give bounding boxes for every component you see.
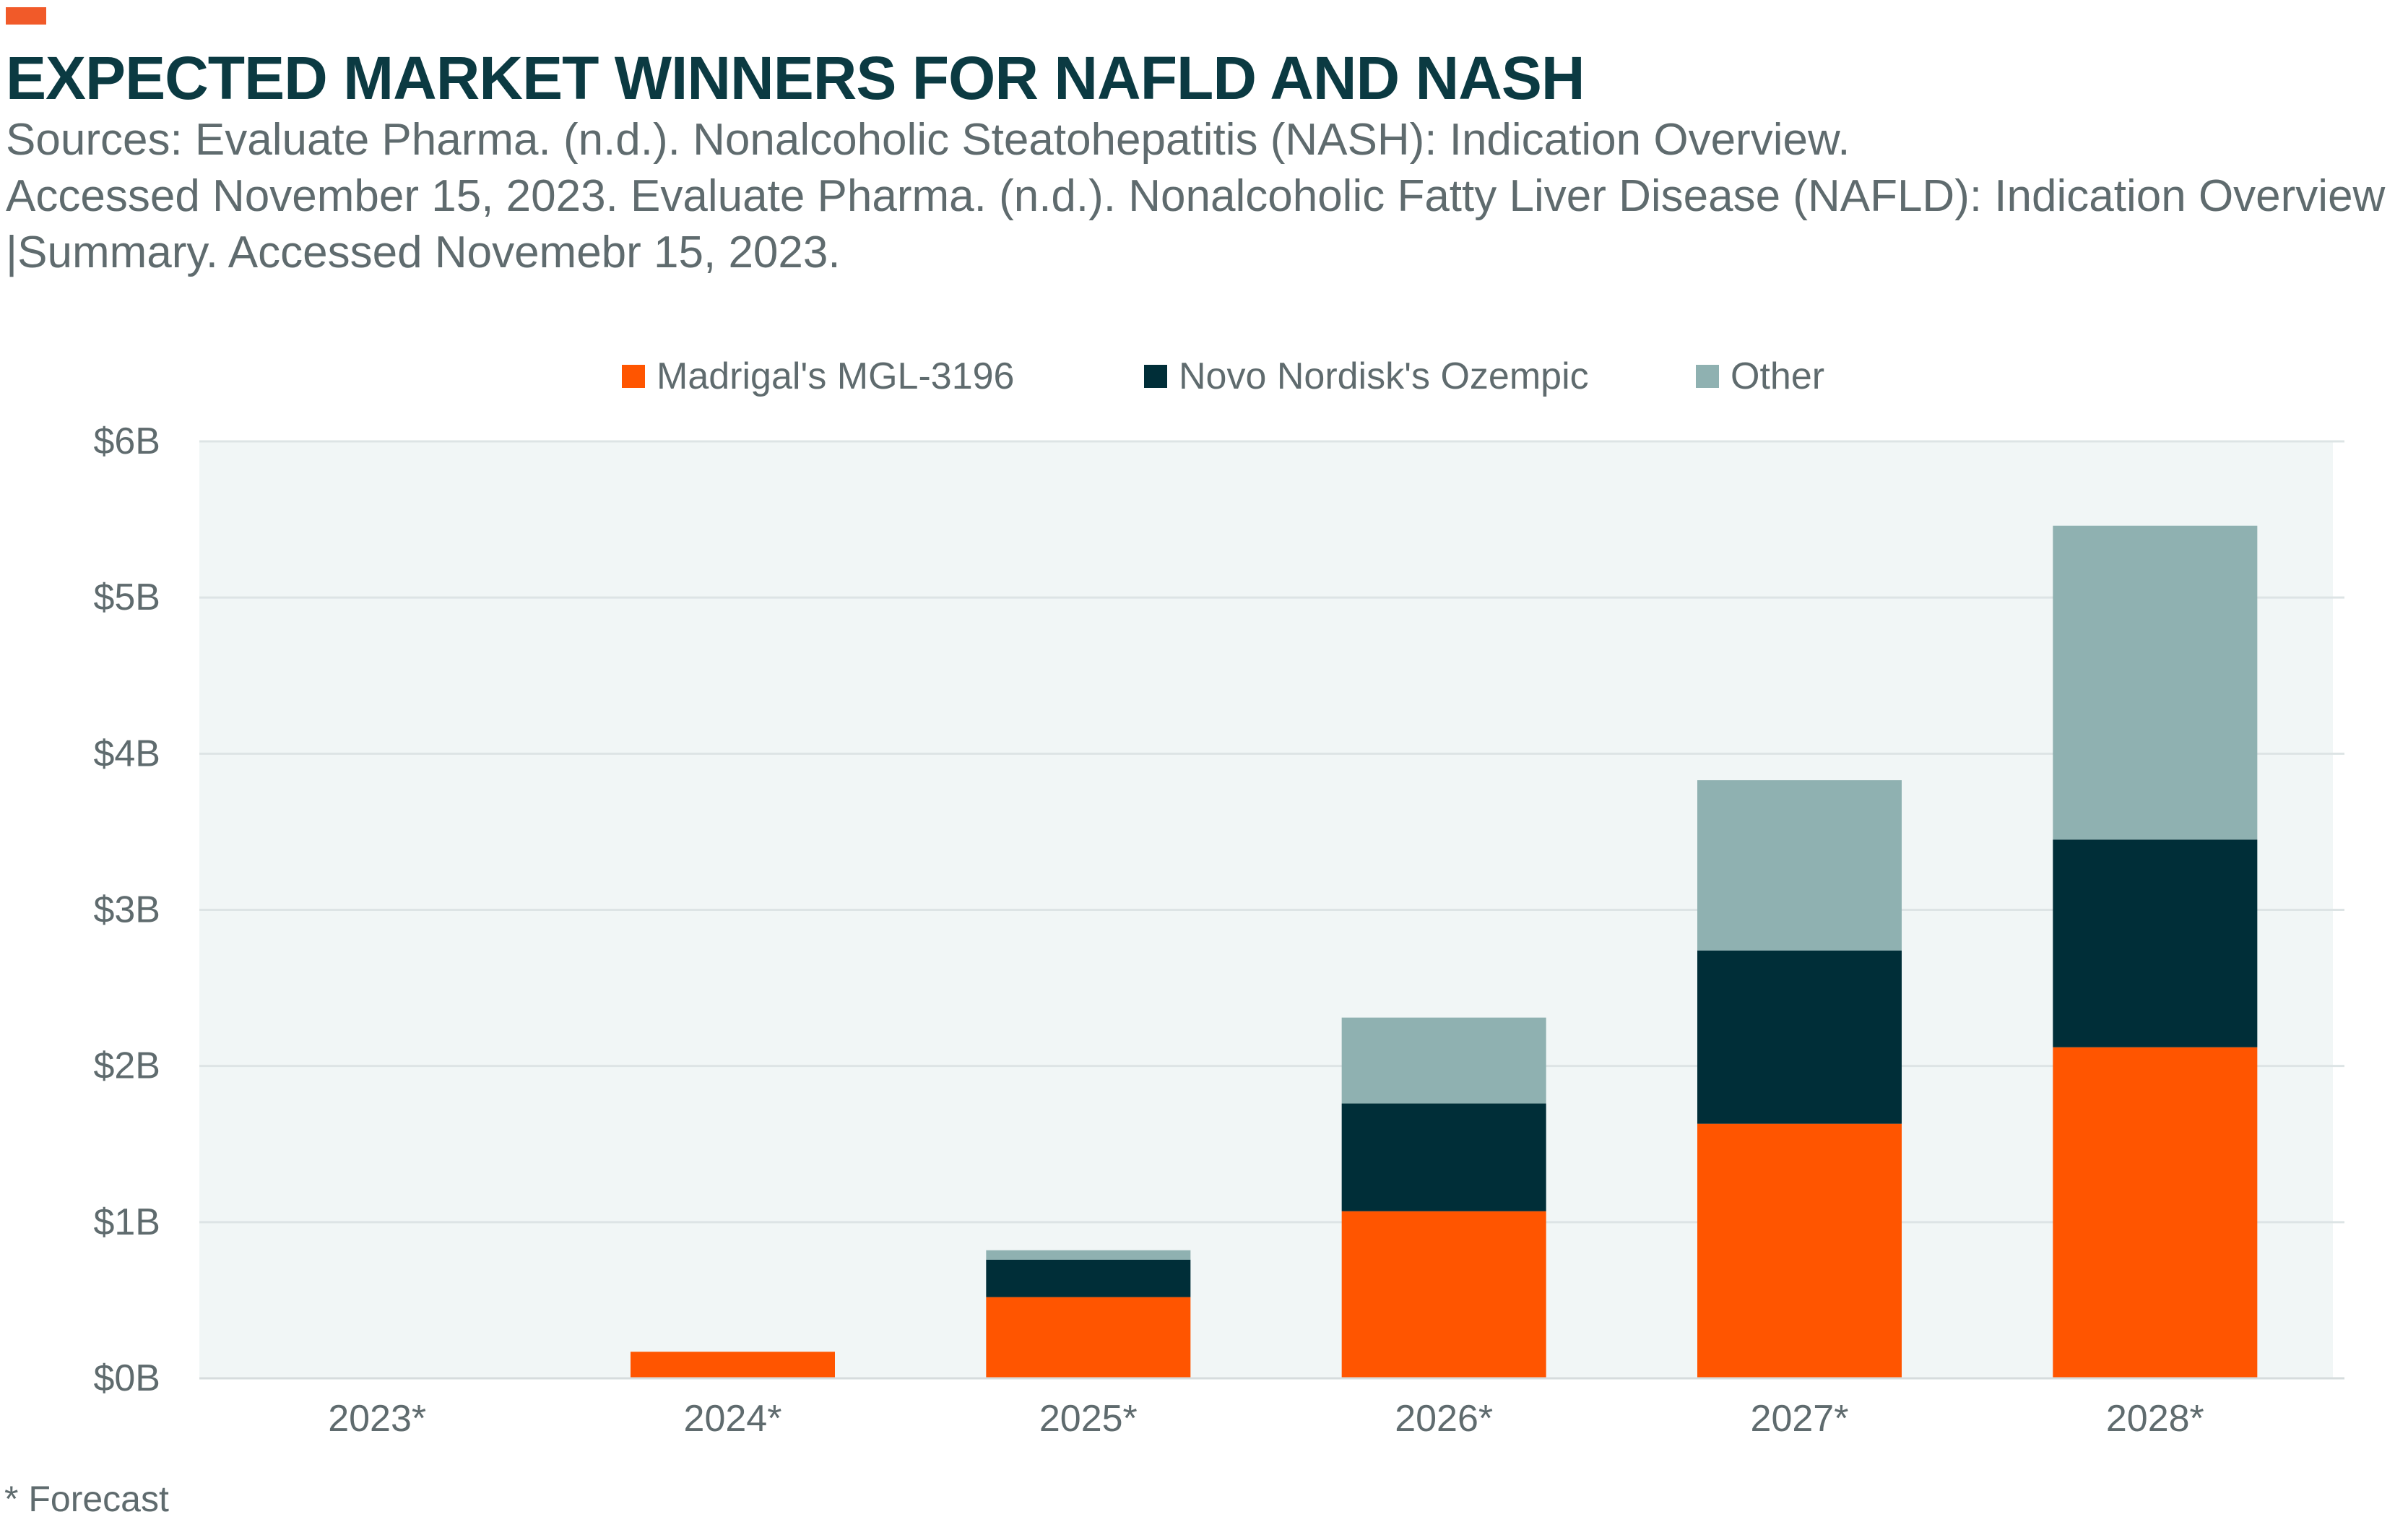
- y-tick-label: $1B: [93, 1201, 160, 1243]
- legend-label: Novo Nordisk's Ozempic: [1179, 355, 1589, 397]
- y-tick-label: $2B: [93, 1045, 160, 1087]
- chart-title: EXPECTED MARKET WINNERS FOR NAFLD AND NA…: [6, 44, 1585, 112]
- legend-swatch: [1144, 365, 1167, 388]
- y-tick-label: $4B: [93, 732, 160, 774]
- bar-segment: [1341, 1211, 1546, 1378]
- y-tick-label: $5B: [93, 576, 160, 618]
- x-tick-label: 2023*: [328, 1398, 426, 1440]
- x-tick-label: 2025*: [1039, 1398, 1138, 1440]
- subtitle-line: Accessed November 15, 2023. Evaluate Pha…: [6, 171, 2386, 221]
- bar-segment: [1341, 1103, 1546, 1211]
- x-axis-ticks: 2023* 2024* 2025* 2026* 2027* 2028*: [328, 1398, 2204, 1440]
- bar-segment: [1697, 780, 1902, 951]
- x-tick-label: 2028*: [2106, 1398, 2204, 1440]
- y-tick-label: $6B: [93, 420, 160, 462]
- bar-segment: [631, 1352, 835, 1378]
- bar-segment: [986, 1259, 1191, 1297]
- gridlines: [199, 440, 2344, 1224]
- legend-label: Madrigal's MGL-3196: [657, 355, 1014, 397]
- y-tick-label: $0B: [93, 1357, 160, 1399]
- accent-bar: [6, 7, 46, 25]
- bar-segment: [1341, 1017, 1546, 1104]
- legend-swatch: [622, 365, 645, 388]
- x-tick-label: 2026*: [1395, 1398, 1493, 1440]
- chart-subtitle: Sources: Evaluate Pharma. (n.d.). Nonalc…: [6, 112, 2386, 281]
- bar-segment: [986, 1250, 1191, 1260]
- y-tick-label: $3B: [93, 889, 160, 931]
- y-axis-ticks: $0B $1B $2B $3B $4B $5B $6B: [93, 420, 160, 1399]
- subtitle-line: Sources: Evaluate Pharma. (n.d.). Nonalc…: [6, 115, 1850, 165]
- bar-segment: [1697, 1123, 1902, 1378]
- subtitle-line: |Summary. Accessed Novemebr 15, 2023.: [6, 228, 841, 277]
- bar-segment: [986, 1297, 1191, 1378]
- x-tick-label: 2027*: [1751, 1398, 1849, 1440]
- legend-swatch: [1696, 365, 1719, 388]
- bar-segment: [2053, 839, 2258, 1047]
- x-tick-label: 2024*: [684, 1398, 782, 1440]
- legend-label: Other: [1731, 355, 1824, 397]
- bars: [631, 525, 2258, 1378]
- bar-segment: [1697, 950, 1902, 1124]
- bar-segment: [2053, 1047, 2258, 1378]
- footnote: * Forecast: [4, 1479, 169, 1519]
- legend: Madrigal's MGL-3196 Novo Nordisk's Ozempi…: [622, 355, 1824, 397]
- bar-segment: [2053, 525, 2258, 840]
